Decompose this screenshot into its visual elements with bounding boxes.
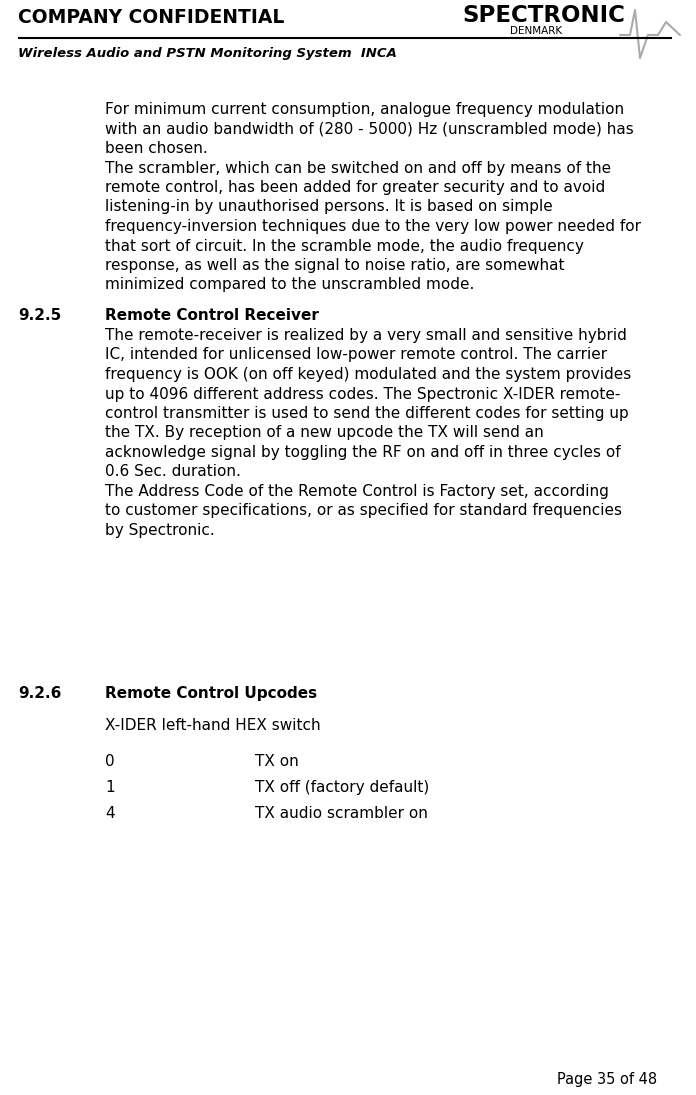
Text: minimized compared to the unscrambled mode.: minimized compared to the unscrambled mo… — [105, 277, 475, 292]
Text: Wireless Audio and PSTN Monitoring System  INCA: Wireless Audio and PSTN Monitoring Syste… — [18, 47, 397, 60]
Text: with an audio bandwidth of (280 - 5000) Hz (unscrambled mode) has: with an audio bandwidth of (280 - 5000) … — [105, 122, 634, 137]
Text: the TX. By reception of a new upcode the TX will send an: the TX. By reception of a new upcode the… — [105, 426, 544, 440]
Text: TX off (factory default): TX off (factory default) — [255, 780, 429, 795]
Text: COMPANY CONFIDENTIAL: COMPANY CONFIDENTIAL — [18, 8, 285, 27]
Text: TX audio scrambler on: TX audio scrambler on — [255, 806, 428, 821]
Text: frequency is OOK (on off keyed) modulated and the system provides: frequency is OOK (on off keyed) modulate… — [105, 367, 631, 382]
Text: The scrambler, which can be switched on and off by means of the: The scrambler, which can be switched on … — [105, 161, 611, 175]
Text: 0.6 Sec. duration.: 0.6 Sec. duration. — [105, 464, 241, 480]
Text: frequency-inversion techniques due to the very low power needed for: frequency-inversion techniques due to th… — [105, 219, 641, 234]
Text: up to 4096 different address codes. The Spectronic X-IDER remote-: up to 4096 different address codes. The … — [105, 387, 620, 402]
Text: 9.2.6: 9.2.6 — [18, 685, 61, 701]
Text: For minimum current consumption, analogue frequency modulation: For minimum current consumption, analogu… — [105, 102, 624, 117]
Text: SPECTRONIC: SPECTRONIC — [462, 4, 625, 27]
Text: DENMARK: DENMARK — [510, 26, 562, 36]
Text: 4: 4 — [105, 806, 115, 821]
Text: 9.2.5: 9.2.5 — [18, 308, 61, 323]
Text: Remote Control Upcodes: Remote Control Upcodes — [105, 685, 317, 701]
Text: response, as well as the signal to noise ratio, are somewhat: response, as well as the signal to noise… — [105, 258, 564, 273]
Text: The Address Code of the Remote Control is Factory set, according: The Address Code of the Remote Control i… — [105, 484, 609, 499]
Text: control transmitter is used to send the different codes for setting up: control transmitter is used to send the … — [105, 406, 628, 420]
Text: TX on: TX on — [255, 754, 299, 769]
Text: remote control, has been added for greater security and to avoid: remote control, has been added for great… — [105, 180, 606, 195]
Text: Remote Control Receiver: Remote Control Receiver — [105, 308, 319, 323]
Text: IC, intended for unlicensed low-power remote control. The carrier: IC, intended for unlicensed low-power re… — [105, 347, 607, 362]
Text: The remote-receiver is realized by a very small and sensitive hybrid: The remote-receiver is realized by a ver… — [105, 328, 627, 343]
Text: by Spectronic.: by Spectronic. — [105, 523, 215, 538]
Text: listening-in by unauthorised persons. It is based on simple: listening-in by unauthorised persons. It… — [105, 199, 553, 215]
Text: Page 35 of 48: Page 35 of 48 — [557, 1072, 657, 1087]
Text: X-IDER left-hand HEX switch: X-IDER left-hand HEX switch — [105, 718, 321, 733]
Text: been chosen.: been chosen. — [105, 141, 207, 155]
Text: to customer specifications, or as specified for standard frequencies: to customer specifications, or as specif… — [105, 504, 622, 519]
Text: 1: 1 — [105, 780, 115, 795]
Text: that sort of circuit. In the scramble mode, the audio frequency: that sort of circuit. In the scramble mo… — [105, 239, 584, 254]
Text: acknowledge signal by toggling the RF on and off in three cycles of: acknowledge signal by toggling the RF on… — [105, 445, 621, 460]
Text: 0: 0 — [105, 754, 115, 769]
